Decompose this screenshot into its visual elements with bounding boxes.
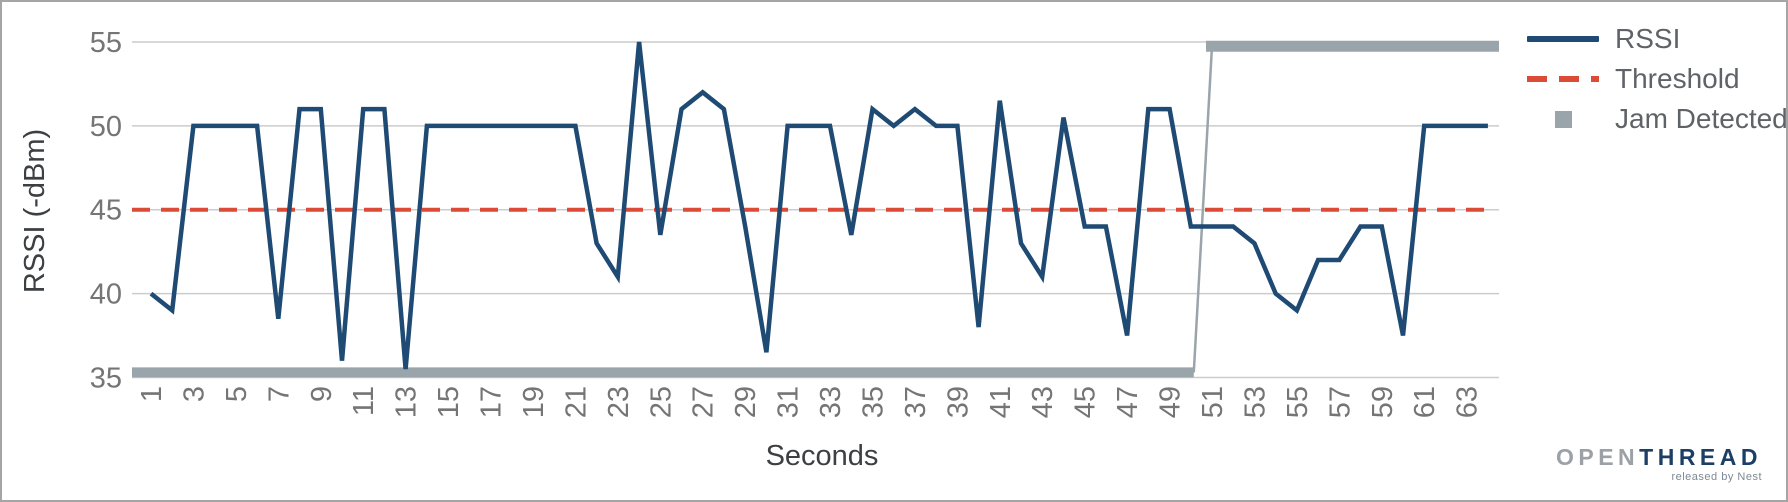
x-tick-label: 5 xyxy=(221,386,253,402)
jam-square-swatch xyxy=(1527,110,1599,128)
rssi-line-swatch xyxy=(1527,36,1599,42)
threshold-dash-swatch xyxy=(1527,76,1599,82)
x-tick-label: 55 xyxy=(1282,386,1314,418)
x-tick-label: 49 xyxy=(1155,386,1187,418)
x-tick-label: 57 xyxy=(1324,386,1356,418)
legend-item-rssi: RSSI xyxy=(1527,23,1785,54)
x-tick-label: 1 xyxy=(136,386,168,402)
legend: RSSI Threshold Jam Detected xyxy=(1527,23,1788,146)
x-tick-label: 15 xyxy=(433,386,465,418)
x-tick-label: 29 xyxy=(730,386,762,418)
x-tick-label: 21 xyxy=(560,386,592,418)
x-tick-label: 17 xyxy=(476,386,508,418)
y-axis-title: RSSI (-dBm) xyxy=(19,128,51,294)
y-tick-label: 35 xyxy=(90,362,122,394)
x-tick-label: 59 xyxy=(1367,386,1399,418)
x-axis-title: Seconds xyxy=(765,440,879,472)
x-tick-label: 23 xyxy=(603,386,635,418)
x-tick-label: 31 xyxy=(773,386,805,418)
x-tick-label: 11 xyxy=(348,386,380,416)
legend-label: Jam Detected xyxy=(1615,103,1788,134)
y-tick-label: 45 xyxy=(90,195,122,227)
x-tick-label: 19 xyxy=(518,386,550,418)
x-tick-label: 43 xyxy=(1027,386,1059,418)
x-tick-label: 3 xyxy=(178,386,210,402)
legend-label: Threshold xyxy=(1615,63,1740,94)
legend-item-threshold: Threshold xyxy=(1527,63,1785,94)
x-tick-label: 39 xyxy=(942,386,974,418)
x-tick-label: 51 xyxy=(1197,386,1229,418)
x-tick-label: 35 xyxy=(857,386,889,418)
x-tick-label: 47 xyxy=(1112,386,1144,418)
rssi-line xyxy=(149,41,1488,370)
legend-item-jam: Jam Detected xyxy=(1527,103,1788,134)
x-tick-label: 7 xyxy=(263,386,295,402)
y-tick-label: 50 xyxy=(90,111,122,143)
jam-transition-line xyxy=(1192,46,1214,373)
y-tick-label: 40 xyxy=(90,279,122,311)
x-tick-label: 27 xyxy=(688,386,720,418)
x-tick-label: 33 xyxy=(815,386,847,418)
logo-thread-text: THREAD xyxy=(1639,444,1762,470)
x-tick-label: 37 xyxy=(900,386,932,418)
logo-tagline: released by Nest xyxy=(1671,471,1762,483)
y-tick-label: 55 xyxy=(90,27,122,59)
x-tick-label: 9 xyxy=(306,386,338,402)
x-tick-label: 53 xyxy=(1239,386,1271,418)
openthread-wordmark: OPENTHREAD xyxy=(1550,446,1762,469)
x-tick-label: 63 xyxy=(1452,386,1484,418)
x-tick-label: 45 xyxy=(1070,386,1102,418)
x-tick-label: 13 xyxy=(391,386,423,418)
legend-label: RSSI xyxy=(1615,23,1681,54)
openthread-logo: OPENTHREAD released by Nest xyxy=(1550,446,1762,483)
x-tick-label: 61 xyxy=(1409,386,1441,418)
x-tick-label: 25 xyxy=(645,386,677,418)
logo-open-text: OPEN xyxy=(1555,444,1640,470)
x-tick-label: 41 xyxy=(985,386,1017,418)
